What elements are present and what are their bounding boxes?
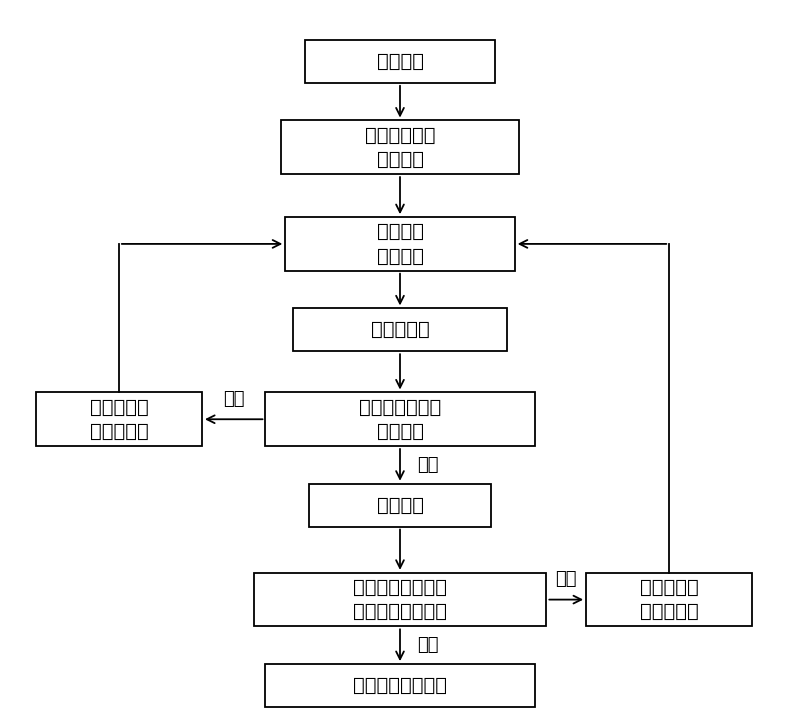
FancyBboxPatch shape (282, 120, 518, 174)
FancyBboxPatch shape (36, 392, 202, 446)
Text: 不合: 不合 (223, 390, 245, 408)
Text: 温度采集模块
采集数据: 温度采集模块 采集数据 (365, 126, 435, 169)
Text: 测试结束并做记录: 测试结束并做记录 (353, 676, 447, 695)
FancyBboxPatch shape (254, 573, 546, 626)
Text: 变形模拟: 变形模拟 (377, 496, 423, 515)
Text: 咀合: 咀合 (418, 456, 439, 474)
FancyBboxPatch shape (286, 217, 514, 271)
FancyBboxPatch shape (586, 573, 752, 626)
Text: 重新校核界
面换热系数: 重新校核界 面换热系数 (640, 578, 698, 621)
Text: 温度场模拟: 温度场模拟 (370, 320, 430, 340)
Text: 计算结果与实测的
变形趋势是否咀合: 计算结果与实测的 变形趋势是否咀合 (353, 578, 447, 621)
Text: 咀合: 咀合 (418, 636, 439, 654)
FancyBboxPatch shape (309, 484, 491, 526)
FancyBboxPatch shape (293, 308, 507, 351)
FancyBboxPatch shape (266, 664, 534, 707)
Text: 重新校核界
面换热系数: 重新校核界 面换热系数 (90, 397, 148, 441)
Text: 计算值与实测值
是否咀合: 计算值与实测值 是否咀合 (359, 397, 441, 441)
FancyBboxPatch shape (305, 40, 495, 83)
FancyBboxPatch shape (266, 392, 534, 446)
Text: 不合: 不合 (555, 571, 577, 588)
Text: 温度测试: 温度测试 (377, 52, 423, 71)
Text: 拟合界面
换热系数: 拟合界面 换热系数 (377, 222, 423, 266)
